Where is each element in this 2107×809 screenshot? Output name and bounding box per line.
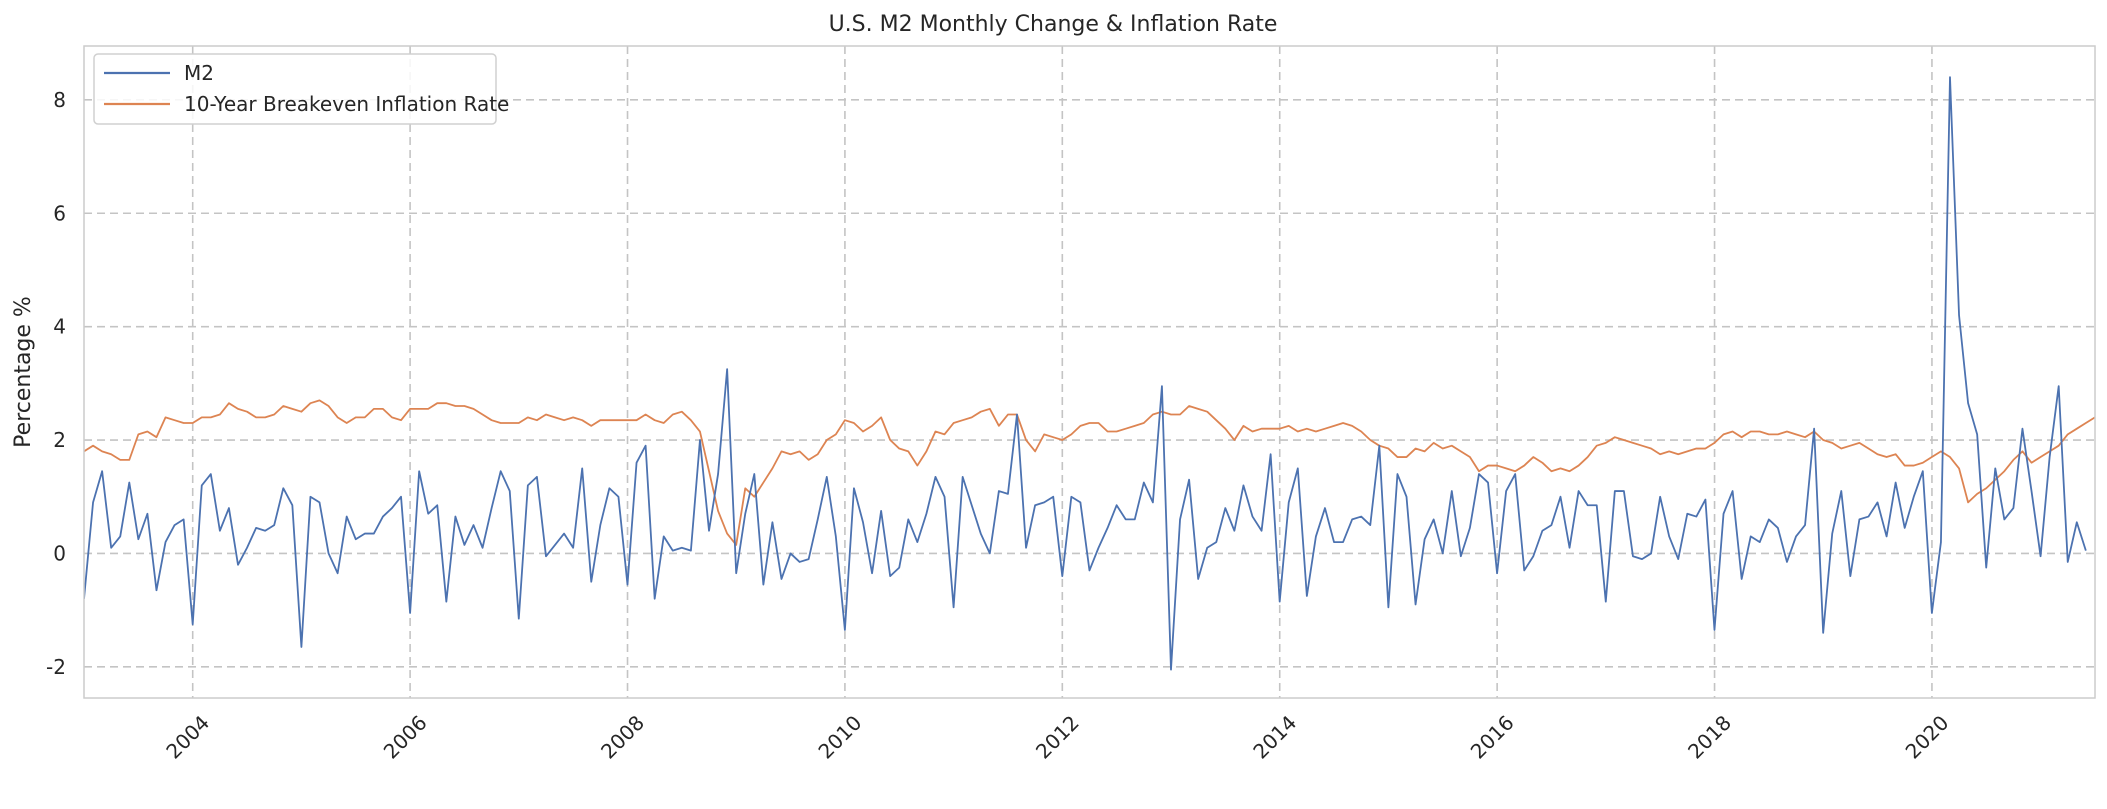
series-line-breakeven-inflation [84,399,2095,546]
y-tick-label: 0 [53,541,66,565]
plot-area-frame [83,45,2096,699]
y-tick-label: 2 [53,428,66,452]
x-tick-label: 2008 [596,711,649,764]
x-tick-label: 2004 [161,711,214,764]
series-lines [84,76,2095,671]
legend: M2 10-Year Breakeven Inflation Rate [93,53,509,125]
y-tick-label: 8 [53,88,66,112]
y-tick-label: 6 [53,201,66,225]
y-tick-label: 4 [53,315,66,339]
legend-label-breakeven: 10-Year Breakeven Inflation Rate [184,92,509,116]
y-axis-label: Percentage % [11,296,36,448]
x-tick-label: 2020 [1901,711,1954,764]
x-tick-label: 2012 [1031,711,1084,764]
x-tick-label: 2016 [1466,711,1519,764]
legend-label-m2: M2 [184,61,214,85]
x-tick-label: 2006 [379,711,432,764]
y-axis-ticks: -2 0 2 4 6 8 [46,88,66,679]
x-tick-label: 2018 [1683,711,1736,764]
x-tick-label: 2014 [1248,711,1301,764]
legend-box [93,53,497,125]
chart-title: U.S. M2 Monthly Change & Inflation Rate [829,12,1278,37]
y-tick-label: -2 [46,655,66,679]
grid-lines [84,46,2095,698]
series-line-m2 [84,76,2087,671]
x-tick-label: 2010 [813,711,866,764]
x-axis-ticks: 2004 2006 2008 2010 2012 2014 2016 2018 2020 [161,711,1953,764]
